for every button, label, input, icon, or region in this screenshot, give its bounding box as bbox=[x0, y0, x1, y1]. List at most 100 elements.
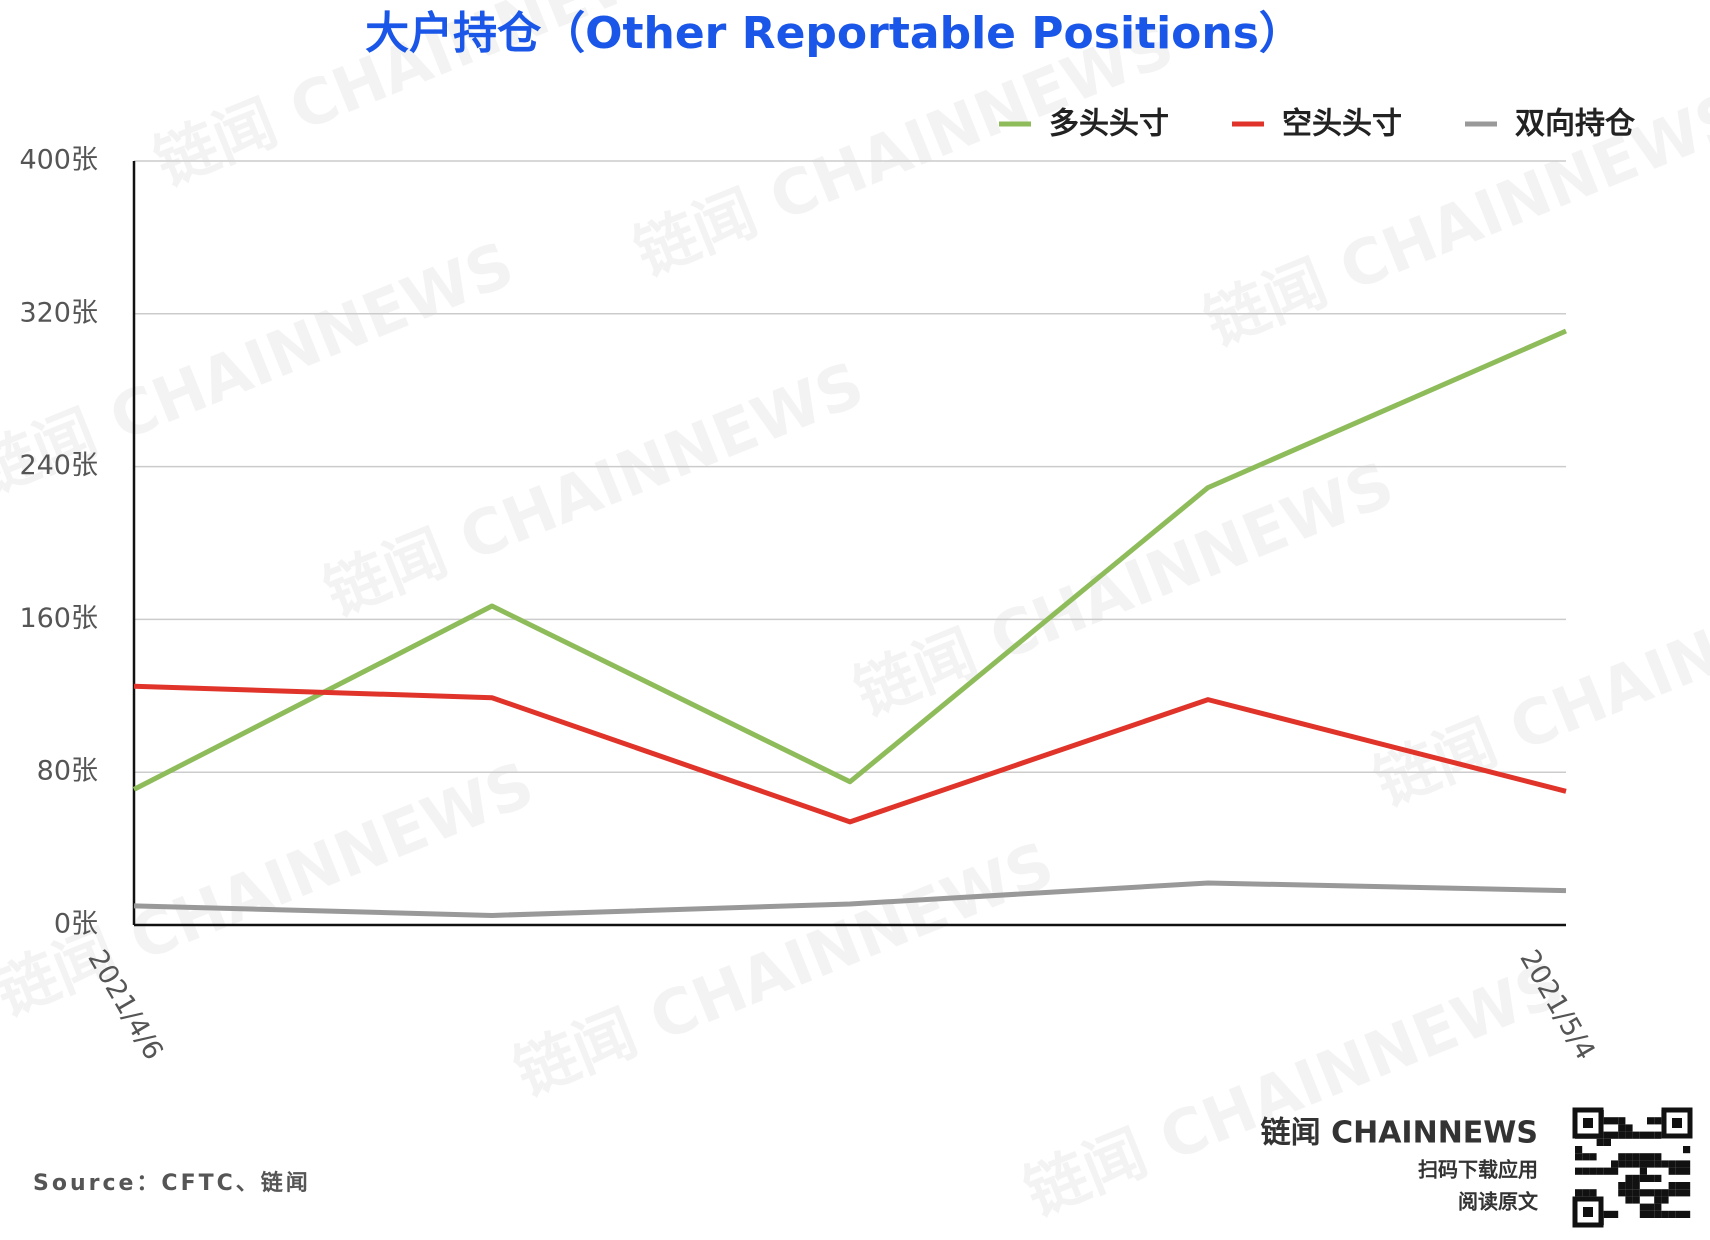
qr-cell bbox=[1683, 1210, 1691, 1218]
qr-cell bbox=[1647, 1189, 1655, 1197]
qr-cell bbox=[1582, 1153, 1590, 1161]
qr-cell bbox=[1654, 1210, 1662, 1218]
watermark: 链闻 CHAINNEWS bbox=[1015, 947, 1574, 1229]
qr-cell bbox=[1683, 1182, 1691, 1190]
qr-cell bbox=[1675, 1182, 1683, 1190]
qr-cell bbox=[1611, 1210, 1619, 1218]
qr-cell bbox=[1661, 1196, 1669, 1204]
line bbox=[133, 683, 1567, 825]
qr-cell bbox=[1611, 1117, 1619, 1125]
qr-cell bbox=[1675, 1160, 1683, 1168]
qr-cell bbox=[1625, 1189, 1633, 1197]
qr-cell bbox=[1632, 1196, 1640, 1204]
qr-caption: 扫码下载应用 bbox=[1418, 1158, 1538, 1182]
qr-cell bbox=[1632, 1153, 1640, 1161]
y-tick-label: 80张 bbox=[37, 756, 98, 787]
qr-cell bbox=[1575, 1146, 1583, 1154]
y-tick-label: 240张 bbox=[19, 450, 98, 481]
qr-cell bbox=[1661, 1210, 1669, 1218]
qr-cell bbox=[1625, 1124, 1633, 1132]
qr-cell bbox=[1639, 1153, 1647, 1161]
qr-cell bbox=[1675, 1167, 1683, 1175]
qr-cell bbox=[1668, 1160, 1676, 1168]
y-tick-label: 160张 bbox=[19, 603, 98, 634]
qr-cell bbox=[1575, 1167, 1583, 1175]
chart-title: 大户持仓（Other Reportable Positions） bbox=[365, 8, 1303, 59]
qr-cell bbox=[1661, 1160, 1669, 1168]
qr-cell bbox=[1675, 1210, 1683, 1218]
watermark: 链闻 CHAINNEWS bbox=[1365, 537, 1710, 819]
qr-code bbox=[1572, 1107, 1693, 1228]
qr-cell bbox=[1654, 1153, 1662, 1161]
qr-cell bbox=[1582, 1167, 1590, 1175]
qr-cell bbox=[1639, 1210, 1647, 1218]
qr-cell bbox=[1603, 1138, 1611, 1146]
qr-cell bbox=[1618, 1124, 1626, 1132]
qr-cell bbox=[1618, 1189, 1626, 1197]
line bbox=[133, 880, 1567, 918]
qr-cell bbox=[1647, 1131, 1655, 1139]
qr-cell bbox=[1632, 1182, 1640, 1190]
qr-cell bbox=[1611, 1167, 1619, 1175]
source: Source：CFTC、链闻 bbox=[33, 1170, 311, 1196]
qr-cell bbox=[1647, 1203, 1655, 1211]
qr-cell bbox=[1668, 1167, 1676, 1175]
qr-cell bbox=[1603, 1167, 1611, 1175]
qr-cell bbox=[1618, 1131, 1626, 1139]
y-tick-label: 320张 bbox=[19, 297, 98, 328]
qr-finder bbox=[1583, 1207, 1593, 1217]
qr-cell bbox=[1632, 1131, 1640, 1139]
qr-cell bbox=[1603, 1131, 1611, 1139]
qr-cell bbox=[1647, 1117, 1655, 1125]
qr-finder bbox=[1672, 1118, 1682, 1128]
legend-label: 多头头寸 bbox=[1049, 107, 1169, 142]
qr-cell bbox=[1611, 1160, 1619, 1168]
qr-cell bbox=[1639, 1174, 1647, 1182]
qr-cell bbox=[1654, 1189, 1662, 1197]
qr-cell bbox=[1618, 1117, 1626, 1125]
qr-cell bbox=[1661, 1189, 1669, 1197]
watermark: 链闻 CHAINNEWS bbox=[315, 347, 874, 629]
qr-cell bbox=[1589, 1189, 1597, 1197]
qr-cell bbox=[1639, 1160, 1647, 1168]
qr-cell bbox=[1683, 1146, 1691, 1154]
watermark: 链闻 CHAINNEWS bbox=[505, 827, 1064, 1109]
qr-cell bbox=[1654, 1203, 1662, 1211]
qr-cell bbox=[1683, 1160, 1691, 1168]
qr-cell bbox=[1639, 1167, 1647, 1175]
qr-cell bbox=[1647, 1174, 1655, 1182]
watermark: 链闻 CHAINNEWS bbox=[845, 447, 1404, 729]
qr-finder bbox=[1583, 1118, 1593, 1128]
qr-cell bbox=[1647, 1210, 1655, 1218]
qr-cell bbox=[1618, 1182, 1626, 1190]
legend-label: 双向持仓 bbox=[1515, 107, 1636, 142]
qr-cell bbox=[1596, 1167, 1604, 1175]
qr-cell bbox=[1611, 1131, 1619, 1139]
qr-cell bbox=[1603, 1210, 1611, 1218]
qr-cell bbox=[1632, 1174, 1640, 1182]
qr-cell bbox=[1668, 1189, 1676, 1197]
qr-cell bbox=[1625, 1196, 1633, 1204]
qr-cell bbox=[1625, 1182, 1633, 1190]
qr-cell bbox=[1683, 1167, 1691, 1175]
brand: 链闻 CHAINNEWS bbox=[1261, 1116, 1538, 1151]
line bbox=[132, 328, 1568, 792]
qr-cell bbox=[1625, 1153, 1633, 1161]
qr-cell bbox=[1575, 1189, 1583, 1197]
qr-cell bbox=[1668, 1182, 1676, 1190]
qr-cell bbox=[1632, 1160, 1640, 1168]
qr-cell bbox=[1668, 1210, 1676, 1218]
qr-cell bbox=[1654, 1131, 1662, 1139]
qr-caption: 阅读原文 bbox=[1458, 1190, 1539, 1214]
qr-cell bbox=[1589, 1167, 1597, 1175]
qr-cell bbox=[1675, 1189, 1683, 1197]
qr-cell bbox=[1654, 1117, 1662, 1125]
qr-cell bbox=[1654, 1160, 1662, 1168]
qr-cell bbox=[1639, 1131, 1647, 1139]
qr-cell bbox=[1647, 1153, 1655, 1161]
qr-cell bbox=[1618, 1153, 1626, 1161]
qr-cell bbox=[1625, 1131, 1633, 1139]
